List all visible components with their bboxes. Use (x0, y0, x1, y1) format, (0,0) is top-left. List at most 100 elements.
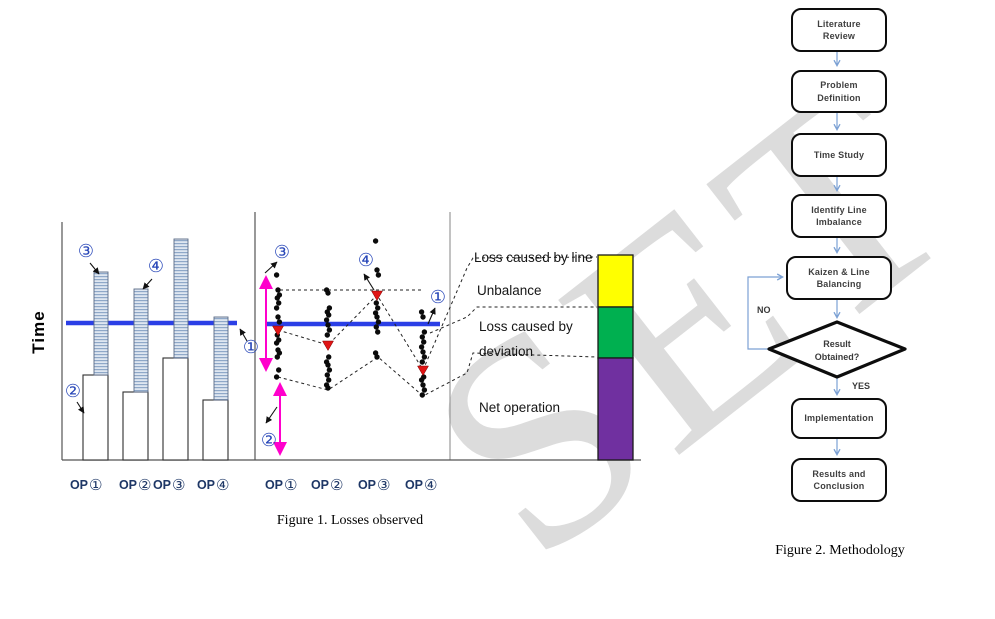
observation-dot (375, 272, 382, 278)
observation-dot (420, 382, 426, 388)
flow-box-problem-definition: Problem Definition (791, 70, 887, 113)
observation-dot (323, 317, 330, 323)
annotation-arrow (89, 262, 100, 275)
legend-net-operation: Net operation (479, 400, 560, 415)
observation-dot (325, 290, 331, 296)
observation-dot (276, 319, 283, 325)
observation-dot (326, 354, 332, 360)
observation-dot (421, 354, 428, 360)
observation-dot (418, 344, 425, 350)
loss-segment (597, 357, 634, 461)
observation-dot (375, 305, 381, 311)
observation-dot (274, 295, 280, 301)
flow-box-implementation: Implementation (791, 398, 887, 439)
decision-line2: Obtained? (815, 352, 860, 362)
observation-dot (419, 392, 425, 398)
loss-segment (597, 306, 634, 359)
observation-dot (373, 324, 379, 330)
op-label-number: ② (330, 476, 343, 494)
flow-box-text: Time Study (813, 149, 865, 160)
edge-label-yes: YES (852, 381, 870, 391)
observation-dot (276, 300, 282, 306)
flow-box-text: Literature (817, 18, 861, 29)
observation-dot (273, 340, 280, 346)
op-label: OP (311, 478, 329, 492)
annotation-number: ② (65, 381, 81, 402)
figure2-caption: Figure 2. Methodology (775, 543, 905, 558)
observation-dot (420, 349, 426, 355)
annotation-number: ② (261, 430, 277, 451)
flowchart-arrows (747, 48, 841, 456)
figure1-frame (61, 212, 641, 461)
observation-dot (375, 329, 381, 335)
observation-dot (374, 314, 380, 320)
annotation-arrow (265, 406, 278, 424)
annotation-arrow (264, 261, 278, 274)
bar-net-op1 (82, 374, 109, 461)
annotation-arrow (142, 278, 153, 290)
observation-dot (372, 238, 379, 244)
observation-dot (326, 305, 333, 311)
bar-loss-op3 (173, 238, 189, 359)
observation-dot (324, 372, 330, 378)
observation-dot (421, 339, 427, 345)
observation-dot (273, 374, 280, 380)
op-label-number: ① (284, 476, 297, 494)
legend-line-unbalance-1: Loss caused by line (474, 250, 593, 265)
observation-dot (324, 332, 330, 338)
op-label: OP (119, 478, 137, 492)
loss-segment (597, 254, 634, 308)
decision-diamond: Result Obtained? (767, 320, 907, 379)
observation-dot (375, 319, 382, 325)
observation-dot (326, 367, 333, 373)
legend-deviation-2: deviation (479, 344, 533, 359)
op-label: OP (70, 478, 88, 492)
observation-dot (273, 272, 280, 278)
observation-dot (273, 305, 280, 311)
op-label-number: ② (138, 476, 151, 494)
bar-loss-op4 (213, 316, 229, 401)
decision-line1: Result (823, 339, 851, 349)
observation-dot (373, 300, 379, 306)
annotation-arrow (363, 273, 375, 291)
annotation-number: ① (430, 287, 446, 308)
flow-box-identify-line-imbalance: Identify Line Imbalance (791, 194, 887, 238)
op-label-number: ④ (216, 476, 229, 494)
observation-dot (325, 385, 331, 391)
legend-deviation-1: Loss caused by (479, 319, 573, 334)
annotation-arrow (239, 328, 248, 342)
bar-loss-op2 (133, 288, 149, 393)
observation-dot (419, 359, 425, 365)
op-label: OP (153, 478, 171, 492)
observation-dot (374, 354, 380, 360)
annotation-number: ③ (78, 241, 94, 262)
op-label-number: ③ (377, 476, 390, 494)
flow-box-text: Balancing (816, 279, 862, 289)
op-label: OP (197, 478, 215, 492)
op-label-number: ④ (424, 476, 437, 494)
flow-box-kaizen-line-balancing: Kaizen & Line Balancing (786, 256, 892, 300)
flow-box-literature-review: Literature Review (791, 8, 887, 52)
annotation-number: ③ (274, 242, 290, 263)
mean-marker-triangle (322, 340, 334, 351)
annotation-arrow (76, 401, 85, 414)
op-label: OP (265, 478, 283, 492)
flow-box-text: Review (822, 31, 856, 41)
flow-box-text: Implementation (804, 413, 874, 424)
observation-dot (374, 267, 380, 273)
takt-time-line (66, 320, 440, 327)
observation-dot (275, 287, 281, 293)
flow-box-time-study: Time Study (791, 133, 887, 177)
flow-box-text: Problem (820, 80, 858, 91)
figures-graphics: Time Loss caused by line Unbalance Loss … (29, 48, 907, 494)
op-label-number: ① (89, 476, 102, 494)
observation-dot (421, 329, 428, 335)
flow-box-text: Conclusion (813, 481, 865, 491)
flow-box-text: Kaizen & Line (808, 266, 870, 277)
observation-dot (325, 362, 331, 368)
annotation-number: ④ (358, 250, 374, 271)
mean-marker-triangle (371, 290, 383, 301)
observation-dot (325, 322, 331, 328)
observation-dot (276, 350, 283, 356)
